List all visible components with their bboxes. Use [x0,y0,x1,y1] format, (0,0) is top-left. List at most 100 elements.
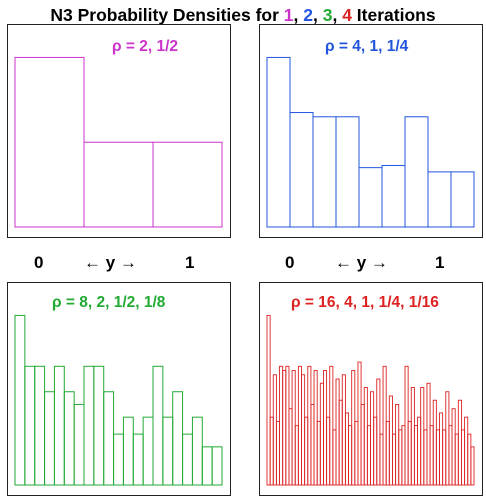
histogram-bar [319,382,324,486]
axis-min-label: 0 [285,253,295,272]
histogram-plot [259,282,483,496]
x-axis-label-right: 0 ← y → 1 [243,248,486,278]
title-iteration-4: 4 [342,5,352,25]
title-suffix: Iterations [351,5,436,25]
histogram-bar [63,391,75,486]
plot-frame [259,282,483,496]
histogram-bar [335,116,360,228]
histogram-bar [351,370,356,486]
histogram-bar [398,429,403,486]
histogram-bar [363,387,368,486]
x-axis-label-left: 0 ← y → 1 [0,248,243,278]
histogram-bar [338,399,343,486]
histogram-bar [404,116,429,228]
histogram-bar [457,399,462,486]
histogram-bar [279,365,284,486]
histogram-bar [382,365,387,486]
histogram-bar [385,420,390,486]
histogram-panel-iteration-3: ρ = 8, 2, 1/2, 1/8 [7,282,231,496]
histogram-bar [113,433,124,486]
histogram-bar [266,56,291,228]
histogram-bar [470,446,475,486]
histogram-bar [34,365,46,486]
title-iteration-2: 2 [303,5,313,25]
histogram-bar [464,416,469,486]
histogram-bar [335,378,340,486]
histogram-bar [358,167,383,228]
histogram-bar [313,370,318,486]
histogram-bar [307,365,312,486]
histogram-bar [370,391,375,486]
histogram-bar [24,365,36,486]
histogram-panel-iteration-4: ρ = 16, 4, 1, 1/4, 1/16 [259,282,483,496]
title-sep-1: , [293,5,304,25]
histogram-bar [360,404,365,486]
title-iteration-1: 1 [283,5,294,25]
histogram-bar [297,365,302,486]
histogram-bar [373,416,378,486]
histogram-bar [322,370,328,486]
histogram-bar [423,429,428,486]
rho-label: ρ = 8, 2, 1/2, 1/8 [52,294,166,311]
histogram-bar [162,416,174,486]
histogram-bar [460,429,466,486]
axis-arrow-label: ← y → [84,253,137,272]
histogram-bar [366,425,371,486]
histogram-bar [344,412,350,486]
histogram-bar [326,416,331,486]
histogram-bar [348,425,353,486]
plot-frame [7,282,231,496]
histogram-bar [122,416,134,486]
plot-frame [7,24,231,238]
histogram-bar [432,399,437,486]
histogram-bar [142,416,154,486]
histogram-bar [266,314,271,486]
plot-frame [259,24,483,238]
histogram-bar [201,446,213,486]
histogram-bar [388,395,393,486]
histogram-bar [357,361,362,486]
histogram-bar [53,365,65,486]
histogram-bar [304,416,309,486]
histogram-bar [442,429,447,486]
histogram-bar [454,433,459,486]
histogram-bar [269,416,274,486]
histogram-bar [439,412,444,486]
histogram-bar [172,391,184,486]
histogram-bar [401,425,406,486]
histogram-bar [316,420,321,486]
histogram-bar [445,391,450,486]
histogram-bar [191,416,203,486]
histogram-bar [132,433,144,486]
histogram-bar [354,420,359,486]
histogram-bar [282,370,287,486]
title-iteration-3: 3 [322,5,333,25]
title-sep-2: , [313,5,323,25]
histogram-bar [426,382,431,486]
histogram-panel-iteration-2: ρ = 4, 1, 1/4 [259,24,483,238]
histogram-bar [450,171,475,228]
histogram-bar [301,374,306,486]
histogram-bar [83,365,95,486]
histogram-bar [420,387,425,486]
histogram-bar [103,391,115,486]
histogram-bar [211,446,223,486]
histogram-bar [407,420,412,486]
axis-max-label: 1 [185,253,195,272]
rho-label: ρ = 16, 4, 1, 1/4, 1/16 [291,294,439,311]
histogram-bar [285,365,290,486]
histogram-bar [152,365,164,486]
histogram-panel-iteration-1: ρ = 2, 1/2 [7,24,231,238]
histogram-bar [93,365,105,486]
histogram-bar [329,365,334,486]
histogram-bar [275,420,280,486]
histogram-bar [417,416,422,486]
histogram-bar [448,425,453,486]
chart-title: N3 Probability Densities for 1, 2, 3, 4 … [0,0,486,30]
title-prefix: N3 Probability Densities for [50,5,284,25]
histogram-bar [404,365,409,486]
title-sep-3: , [332,5,343,25]
histogram-bar [289,112,314,228]
histogram-bar [381,165,406,228]
histogram-bar [152,141,223,228]
